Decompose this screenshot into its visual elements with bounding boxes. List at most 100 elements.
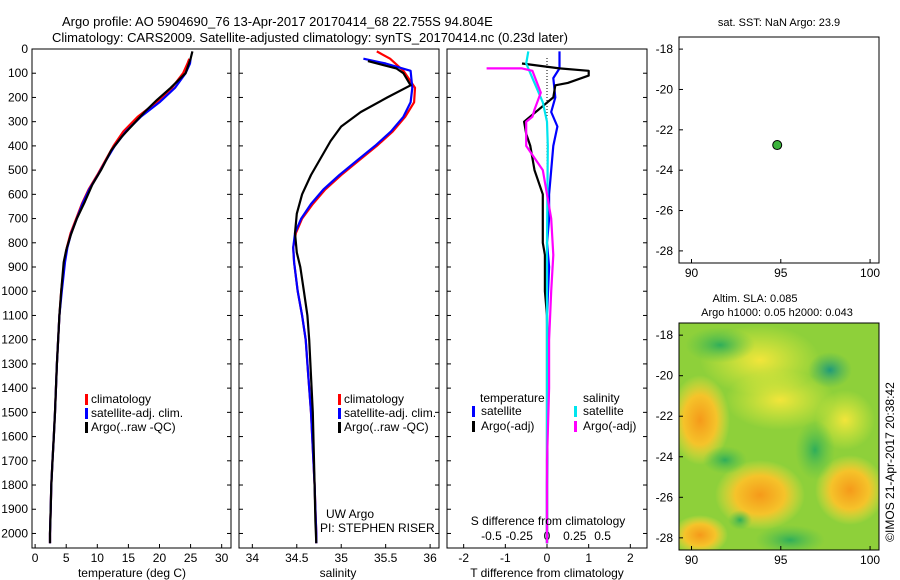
legend-label-climatology: climatology bbox=[344, 392, 404, 406]
legend-label-temp-satellite: satellite bbox=[481, 404, 522, 418]
legend-label-argo: Argo(..raw -QC) bbox=[91, 420, 176, 434]
y-tick-label: 500 bbox=[8, 163, 28, 177]
y-tick-label: 1000 bbox=[1, 284, 28, 298]
legend-swatch-satellite bbox=[338, 408, 341, 419]
series-line-2 bbox=[48, 58, 192, 544]
legend-label-satellite: satellite-adj. clim. bbox=[91, 406, 183, 420]
x-tick-label: 1 bbox=[585, 551, 592, 565]
series-line-3 bbox=[525, 51, 549, 544]
sla-map-title-1: Altim. SLA: 0.085 bbox=[713, 293, 798, 305]
legend-swatch-satellite bbox=[85, 408, 88, 419]
x-tick-label: 90 bbox=[685, 266, 699, 280]
y-tick-label: 2000 bbox=[1, 526, 28, 540]
temperature-axes: 0100200300400500600700800900100011001200… bbox=[1, 42, 231, 565]
y-tick-label: 1600 bbox=[1, 430, 28, 444]
difference-top-label: S difference from climatology bbox=[471, 514, 626, 528]
x-tick-label: 20 bbox=[153, 551, 167, 565]
x-tick-label: 100 bbox=[860, 553, 880, 567]
salinity-legend: climatology satellite-adj. clim. Argo(..… bbox=[338, 392, 436, 434]
series-line-4 bbox=[486, 67, 555, 544]
s-tick-label: -0.5 bbox=[481, 529, 502, 543]
salinity-series bbox=[292, 50, 417, 544]
legend-label-sal-argo: Argo(-adj) bbox=[583, 419, 636, 433]
sla-heatmap bbox=[679, 323, 879, 550]
x-tick-label: -1 bbox=[500, 551, 511, 565]
salinity-panel bbox=[238, 48, 440, 549]
sst-map-title: sat. SST: NaN Argo: 23.9 bbox=[718, 17, 840, 29]
s-tick-label: 0.5 bbox=[594, 529, 611, 543]
legend-swatch-sal-satellite bbox=[574, 406, 577, 417]
difference-series bbox=[486, 51, 590, 544]
y-tick-label: 1500 bbox=[1, 405, 28, 419]
y-tick-label: -22 bbox=[656, 409, 674, 423]
difference-legend: temperature salinity satellite Argo(-adj… bbox=[472, 391, 636, 433]
y-tick-label: -18 bbox=[656, 42, 674, 56]
legend-swatch-climatology bbox=[338, 394, 341, 405]
y-tick-label: 100 bbox=[8, 66, 28, 80]
y-tick-label: -24 bbox=[656, 450, 674, 464]
x-tick-label: 95 bbox=[774, 553, 788, 567]
y-tick-label: 400 bbox=[8, 139, 28, 153]
y-tick-label: 1200 bbox=[1, 333, 28, 347]
y-tick-label: 900 bbox=[8, 260, 28, 274]
y-tick-label: 700 bbox=[8, 212, 28, 226]
y-tick-label: -20 bbox=[656, 82, 674, 96]
argo-location-marker bbox=[772, 140, 783, 151]
x-tick-label: 35 bbox=[335, 551, 349, 565]
legend-temperature-heading: temperature bbox=[480, 391, 545, 405]
sla-map-title-2: Argo h1000: 0.05 h2000: 0.043 bbox=[701, 307, 853, 319]
x-tick-label: 5 bbox=[63, 551, 70, 565]
x-tick-label: 90 bbox=[685, 553, 699, 567]
temperature-panel bbox=[31, 48, 232, 549]
series-line-2 bbox=[292, 57, 414, 544]
legend-swatch-argo bbox=[338, 422, 341, 433]
legend-label-satellite: satellite-adj. clim. bbox=[344, 406, 436, 420]
legend-swatch-sal-argo bbox=[574, 421, 577, 432]
x-tick-label: 35.5 bbox=[374, 551, 398, 565]
series-line-1 bbox=[48, 58, 191, 544]
y-tick-label: -26 bbox=[656, 204, 674, 218]
x-tick-label: 34.5 bbox=[285, 551, 309, 565]
legend-salinity-heading: salinity bbox=[583, 391, 620, 405]
y-tick-label: 1700 bbox=[1, 454, 28, 468]
legend-swatch-temp-satellite bbox=[472, 406, 475, 417]
difference-xlabel: T difference from climatology bbox=[470, 566, 624, 580]
legend-label-sal-satellite: satellite bbox=[583, 404, 624, 418]
y-tick-label: -18 bbox=[656, 328, 674, 342]
y-tick-label: 600 bbox=[8, 187, 28, 201]
y-tick-label: -22 bbox=[656, 123, 674, 137]
y-tick-label: 1900 bbox=[1, 502, 28, 516]
temperature-xlabel: temperature (deg C) bbox=[78, 566, 186, 580]
x-tick-label: 10 bbox=[91, 551, 105, 565]
y-tick-label: -28 bbox=[656, 244, 674, 258]
credit-line-2: PI: STEPHEN RISER bbox=[320, 521, 435, 535]
x-tick-label: 30 bbox=[215, 551, 229, 565]
sst-map-panel bbox=[678, 36, 880, 264]
temperature-series bbox=[48, 51, 194, 544]
y-tick-label: 1100 bbox=[2, 308, 28, 322]
sla-map-axes: 90 95 100 -18 -20 -22 -24 -26 -28 bbox=[656, 328, 881, 567]
y-tick-label: -20 bbox=[656, 369, 674, 383]
y-tick-label: 200 bbox=[8, 90, 28, 104]
legend-label-temp-argo: Argo(-adj) bbox=[481, 419, 534, 433]
y-tick-label: 1300 bbox=[1, 357, 28, 371]
y-tick-label: 1400 bbox=[1, 381, 28, 395]
legend-swatch-argo bbox=[85, 422, 88, 433]
temperature-legend: climatology satellite-adj. clim. Argo(..… bbox=[85, 392, 183, 434]
salinity-axes: 34 34.5 35 35.5 36 bbox=[239, 48, 439, 565]
legend-label-climatology: climatology bbox=[91, 392, 151, 406]
series-line-3 bbox=[293, 60, 412, 544]
y-tick-label: 300 bbox=[8, 115, 28, 129]
y-tick-label: 800 bbox=[8, 236, 28, 250]
x-tick-label: 25 bbox=[184, 551, 198, 565]
x-tick-label: 34 bbox=[246, 551, 260, 565]
sla-map-panel bbox=[678, 322, 880, 551]
series-line-1 bbox=[545, 51, 561, 544]
sst-map-axes: 90 95 100 -18 -20 -22 -24 -26 -28 bbox=[656, 42, 881, 280]
figure-title: Argo profile: AO 5904690_76 13-Apr-2017 … bbox=[62, 14, 493, 29]
legend-swatch-temp-argo bbox=[472, 421, 475, 432]
legend-swatch-climatology bbox=[85, 394, 88, 405]
x-tick-label: -2 bbox=[458, 551, 469, 565]
